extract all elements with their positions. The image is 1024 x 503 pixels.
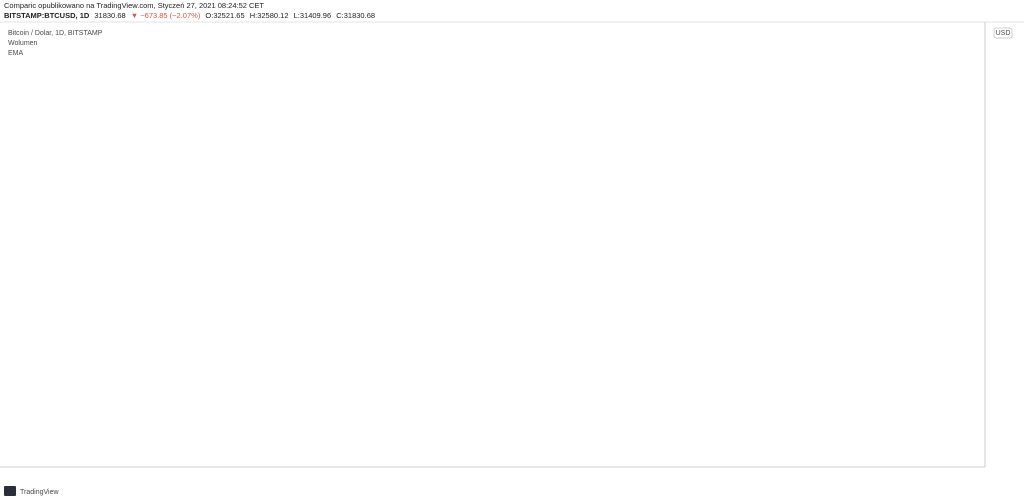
close: C:31830.68 bbox=[336, 11, 375, 20]
change: ▼ −673.85 (−2.07%) bbox=[131, 11, 201, 20]
last: 31830.68 bbox=[94, 11, 125, 20]
open: O:32521.65 bbox=[205, 11, 244, 20]
low: L:31409.96 bbox=[294, 11, 332, 20]
logo-text: TradingView bbox=[20, 489, 59, 496]
high: H:32580.12 bbox=[250, 11, 289, 20]
legend-ema: EMA bbox=[8, 50, 24, 57]
legend-main: Bitcoin / Dolar, 1D, BITSTAMP bbox=[8, 30, 103, 37]
logo-icon bbox=[4, 486, 16, 496]
currency-box[interactable] bbox=[993, 27, 1013, 39]
currency: USD bbox=[996, 30, 1011, 37]
publish-info: Comparic opublikowano na TradingView.com… bbox=[4, 1, 264, 10]
symbol: BITSTAMP:BTCUSD, 1D bbox=[4, 11, 90, 20]
symbol-line: BITSTAMP:BTCUSD, 1D 31830.68 ▼ −673.85 (… bbox=[4, 11, 375, 20]
legend-volume: Wolumen bbox=[8, 40, 38, 47]
